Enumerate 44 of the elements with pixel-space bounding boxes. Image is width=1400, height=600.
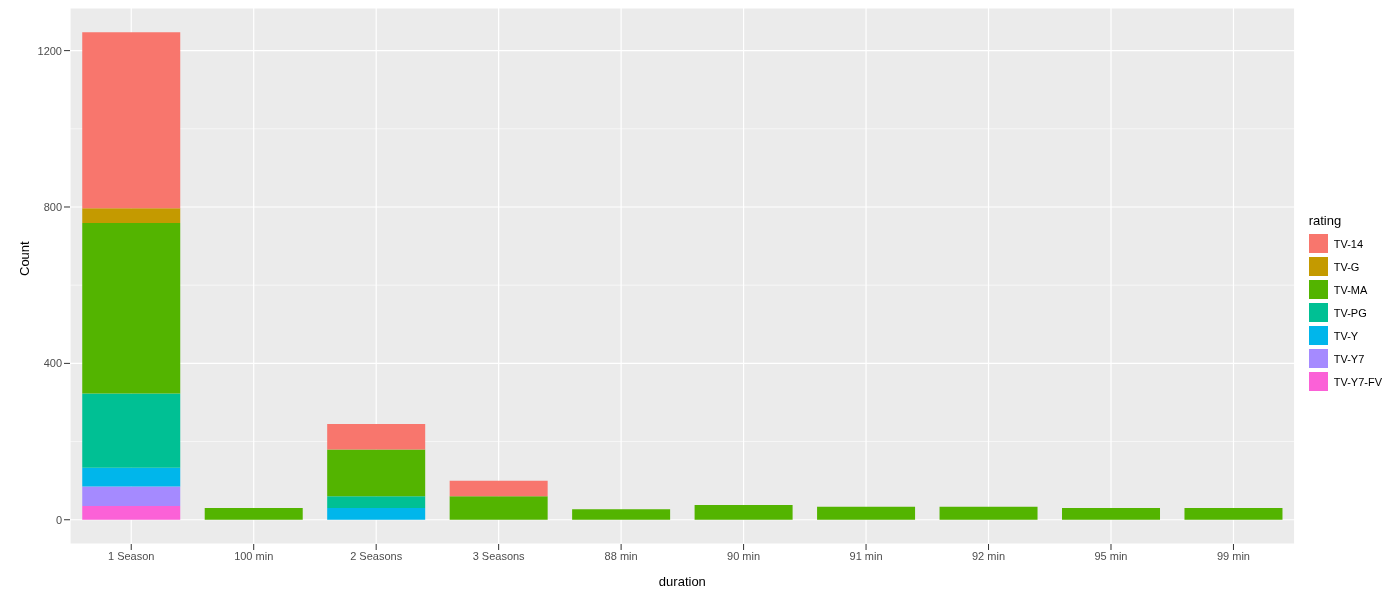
y-tick-label: 400: [43, 357, 62, 370]
bar: [1184, 508, 1283, 520]
x-tick-label: 2 Seasons: [350, 549, 403, 562]
x-tick-label: 91 min: [849, 549, 883, 562]
bar: [82, 486, 181, 507]
x-tick-label: 99 min: [1216, 549, 1250, 562]
bar: [82, 208, 181, 224]
legend-label: TV-MA: [1333, 283, 1368, 296]
legend-title: rating: [1308, 213, 1343, 228]
bar: [204, 508, 303, 520]
legend-label: TV-14: [1333, 237, 1364, 250]
bar: [82, 223, 181, 394]
x-tick-label: 95 min: [1094, 549, 1128, 562]
bar: [82, 506, 181, 520]
x-tick-label: 3 Seasons: [472, 549, 526, 562]
legend-label: TV-G: [1333, 260, 1360, 273]
bar: [82, 467, 181, 487]
bar: [82, 32, 181, 209]
bar: [449, 480, 548, 497]
x-axis-title: duration: [658, 574, 706, 589]
bar: [327, 496, 426, 509]
bar: [82, 393, 181, 468]
x-tick-label: 100 min: [234, 549, 274, 562]
x-tick-label: 1 Season: [107, 549, 155, 562]
y-tick-label: 1200: [37, 44, 62, 57]
bar: [327, 508, 426, 520]
bar: [572, 509, 671, 520]
legend-label: TV-Y: [1333, 329, 1359, 342]
bar: [449, 496, 548, 520]
bar: [817, 506, 916, 520]
bar: [694, 504, 793, 520]
x-tick-label: 88 min: [604, 549, 638, 562]
bar: [1062, 508, 1161, 520]
y-tick-label: 800: [43, 200, 62, 213]
x-tick-label: 90 min: [727, 549, 761, 562]
legend-label: TV-Y7-FV: [1333, 375, 1382, 388]
x-tick-label: 92 min: [972, 549, 1006, 562]
legend-label: TV-PG: [1333, 306, 1367, 319]
bar: [327, 449, 426, 497]
bar: [327, 423, 426, 450]
y-tick-label: 0: [55, 513, 62, 526]
legend-label: TV-Y7: [1333, 352, 1365, 365]
bar: [939, 506, 1038, 520]
y-axis-title: Count: [16, 240, 32, 276]
